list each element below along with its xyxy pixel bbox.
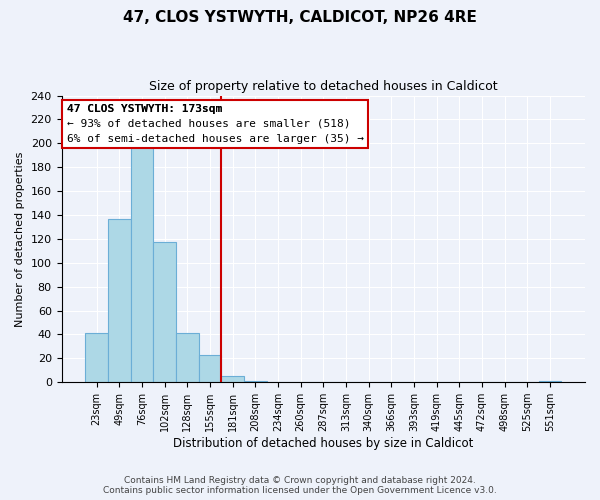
Title: Size of property relative to detached houses in Caldicot: Size of property relative to detached ho… xyxy=(149,80,497,93)
Text: 47 CLOS YSTWYTH: 173sqm: 47 CLOS YSTWYTH: 173sqm xyxy=(67,104,222,114)
Bar xyxy=(176,333,199,382)
Bar xyxy=(131,144,154,382)
Text: Contains HM Land Registry data © Crown copyright and database right 2024.
Contai: Contains HM Land Registry data © Crown c… xyxy=(103,476,497,495)
X-axis label: Distribution of detached houses by size in Caldicot: Distribution of detached houses by size … xyxy=(173,437,473,450)
Bar xyxy=(539,381,561,382)
Bar xyxy=(85,333,108,382)
Bar xyxy=(154,242,176,382)
Text: 47, CLOS YSTWYTH, CALDICOT, NP26 4RE: 47, CLOS YSTWYTH, CALDICOT, NP26 4RE xyxy=(123,10,477,25)
Y-axis label: Number of detached properties: Number of detached properties xyxy=(15,151,25,326)
Bar xyxy=(244,381,266,382)
Bar xyxy=(199,355,221,382)
Bar xyxy=(108,218,131,382)
Text: 47 CLOS YSTWYTH: 173sqm
← 93% of detached houses are smaller (518)
6% of semi-de: 47 CLOS YSTWYTH: 173sqm ← 93% of detache… xyxy=(67,104,364,144)
Bar xyxy=(221,376,244,382)
